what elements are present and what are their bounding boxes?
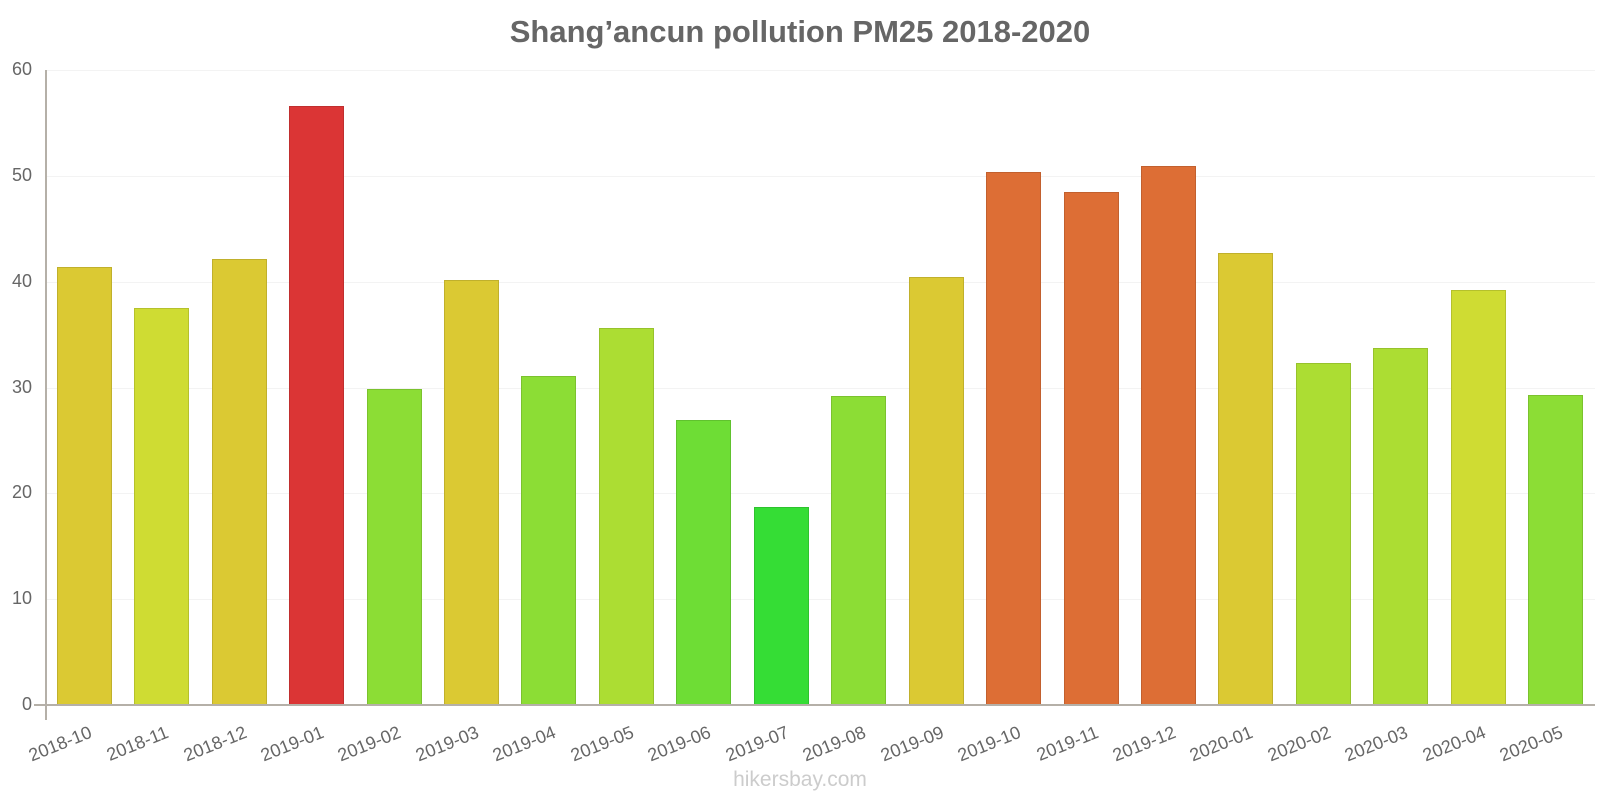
x-tick-label: 2018-12 <box>180 722 250 766</box>
x-tick-label: 2019-03 <box>412 722 482 766</box>
bar-2019-09[interactable] <box>908 277 964 705</box>
x-tick-label: 2019-05 <box>567 722 637 766</box>
bar-2019-07[interactable] <box>753 507 809 705</box>
chart-title: Shang’ancun pollution PM25 2018-2020 <box>509 14 1091 49</box>
plot-area <box>46 70 1595 706</box>
bar-2019-05[interactable] <box>598 328 654 705</box>
bar-2020-03[interactable] <box>1373 348 1429 705</box>
bar-2019-04[interactable] <box>521 375 577 705</box>
y-tick-label: 30 <box>11 376 32 397</box>
y-tick-label: 60 <box>11 59 32 79</box>
gridline <box>46 70 1595 71</box>
y-tick-label: 20 <box>11 482 32 503</box>
y-axis-line <box>45 70 47 720</box>
bar-2019-02[interactable] <box>366 388 422 705</box>
watermark: hikersbay.com <box>733 768 867 791</box>
x-tick-label: 2020-02 <box>1264 722 1334 766</box>
bar-2019-10[interactable] <box>986 171 1042 705</box>
bar-2019-08[interactable] <box>831 395 887 705</box>
y-tick-label: 10 <box>11 588 32 609</box>
y-tick-label: 40 <box>11 270 32 291</box>
bar-2018-10[interactable] <box>56 266 112 705</box>
bar-2018-12[interactable] <box>211 259 267 705</box>
x-tick-label: 2019-02 <box>335 722 405 766</box>
x-tick-label: 2018-11 <box>104 722 172 765</box>
gridline <box>46 175 1595 177</box>
x-tick-label: 2019-12 <box>1109 722 1179 766</box>
bar-2020-02[interactable] <box>1295 363 1351 705</box>
bar-2019-03[interactable] <box>443 279 499 705</box>
x-tick-label: 2019-08 <box>799 722 869 766</box>
bar-2019-01[interactable] <box>289 105 345 705</box>
x-tick-label: 2019-11 <box>1033 722 1102 765</box>
bar-2020-04[interactable] <box>1450 290 1506 705</box>
bar-2020-01[interactable] <box>1218 253 1274 705</box>
bar-2018-11[interactable] <box>134 308 190 705</box>
y-tick-label: 0 <box>21 694 32 714</box>
bar-2019-11[interactable] <box>1063 191 1119 705</box>
bar-2019-06[interactable] <box>676 420 732 705</box>
y-tick-label: 50 <box>11 164 32 185</box>
gridline <box>46 387 1595 389</box>
x-tick-label: 2019-01 <box>257 722 327 766</box>
gridline <box>46 493 1595 495</box>
x-tick-label: 2018-10 <box>25 722 95 766</box>
x-tick-label: 2020-04 <box>1419 722 1489 766</box>
gridline <box>46 599 1595 601</box>
gridline <box>46 281 1595 283</box>
x-axis-line <box>34 704 1595 706</box>
x-tick-label: 2020-01 <box>1187 722 1256 766</box>
bar-2019-12[interactable] <box>1141 166 1197 705</box>
x-tick-label: 2019-04 <box>490 722 559 766</box>
x-tick-label: 2019-07 <box>722 722 792 766</box>
x-tick-label: 2020-05 <box>1497 722 1566 766</box>
x-tick-label: 2020-03 <box>1342 722 1411 766</box>
x-tick-label: 2019-06 <box>645 722 714 766</box>
x-tick-label: 2019-09 <box>877 722 947 766</box>
bar-2020-05[interactable] <box>1528 394 1584 705</box>
x-tick-label: 2019-10 <box>954 722 1024 766</box>
